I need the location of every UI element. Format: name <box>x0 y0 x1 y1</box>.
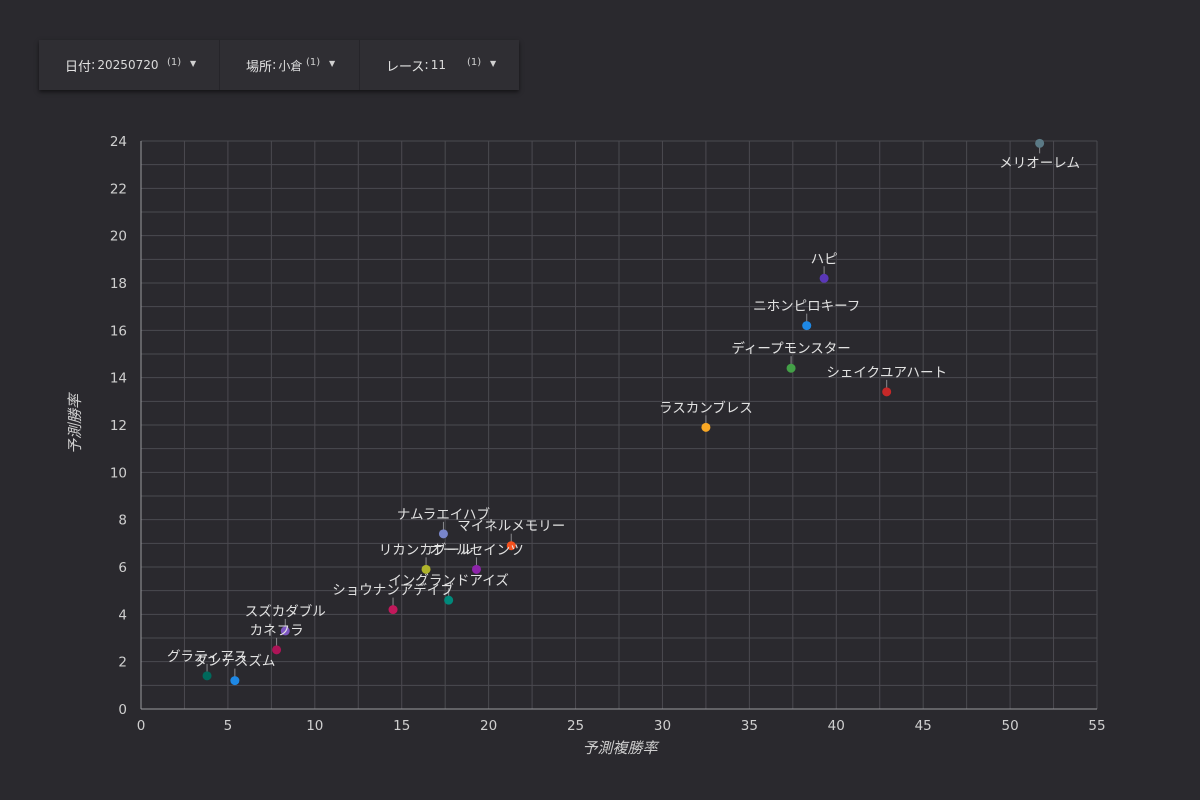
date-filter-count: (1) <box>167 57 182 68</box>
x-tick-label: 45 <box>915 718 932 734</box>
data-label: スズカダブル <box>245 603 326 620</box>
data-point <box>786 363 796 373</box>
venue-filter-value: 小倉 <box>278 58 303 73</box>
filter-bar: 日付: 20250720 (1) ▼ 場所: 小倉 (1) ▼ レース: 11 … <box>39 40 519 90</box>
data-label: ナムラエイハブ <box>397 506 491 523</box>
y-tick-label: 16 <box>110 323 127 339</box>
chevron-down-icon: ▼ <box>490 59 497 68</box>
race-filter-count: (1) <box>467 57 482 68</box>
date-filter-label: 日付 <box>65 59 92 75</box>
data-label: マイネルメモリー <box>457 519 565 535</box>
data-points <box>202 138 1045 686</box>
data-point <box>882 387 892 397</box>
grid <box>140 140 1098 710</box>
x-tick-label: 25 <box>567 718 584 734</box>
data-point <box>202 671 212 681</box>
x-axis-title: 予測複勝率 <box>582 739 659 757</box>
race-filter[interactable]: レース: 11 (1) ▼ <box>386 57 497 75</box>
y-tick-label: 6 <box>118 560 127 576</box>
venue-filter-count: (1) <box>306 57 321 68</box>
data-label: ディープモンスター <box>731 340 850 357</box>
venue-filter[interactable]: 場所: 小倉 (1) ▼ <box>220 40 360 90</box>
data-label: リカンカブール <box>379 541 474 558</box>
y-axis-title: 予測勝率 <box>66 392 84 454</box>
chevron-down-icon: ▼ <box>190 59 197 68</box>
data-point <box>701 422 711 432</box>
data-label: シェイクユアハート <box>826 365 947 381</box>
data-point <box>802 321 812 331</box>
y-tick-label: 8 <box>118 513 127 529</box>
race-filter-value: 11 <box>430 58 447 72</box>
x-tick-label: 55 <box>1088 718 1105 734</box>
data-point <box>272 645 282 655</box>
data-label: グラティアス <box>167 649 247 665</box>
y-tick-label: 10 <box>110 465 127 481</box>
x-tick-label: 15 <box>393 718 410 734</box>
data-point <box>421 564 431 574</box>
data-point <box>444 595 454 605</box>
data-point <box>438 529 448 539</box>
x-tick-label: 40 <box>828 718 845 734</box>
y-tick-label: 14 <box>110 371 127 387</box>
data-point <box>819 273 829 283</box>
data-label: メリオーレム <box>999 155 1080 171</box>
data-label: カネフラ <box>250 623 304 639</box>
x-tick-label: 10 <box>306 718 323 734</box>
data-label: オールセインツ <box>429 542 524 558</box>
y-tick-label: 0 <box>118 702 127 718</box>
tick-labels: 0 5 10 15 20 25 30 35 40 45 50 55024681012141618202… <box>110 134 1106 734</box>
data-label: ダンテスズム <box>194 654 275 670</box>
data-labels: メリオーレムハピニホンピロキーフディープモンスターシェイクユアハートラスカンブレ… <box>167 155 1080 669</box>
data-point <box>1035 138 1045 148</box>
y-tick-label: 18 <box>110 276 127 292</box>
data-point <box>471 564 481 574</box>
date-filter[interactable]: 日付: 20250720 (1) ▼ <box>39 40 220 90</box>
date-filter-value: 20250720 <box>97 58 159 72</box>
data-point <box>230 676 240 686</box>
x-tick-label: 50 <box>1001 718 1018 734</box>
chevron-down-icon: ▼ <box>329 59 336 68</box>
y-tick-label: 22 <box>110 181 127 197</box>
data-label: ハピ <box>811 251 838 267</box>
data-label: イングランドアイズ <box>388 573 508 589</box>
data-label: ニホンピロキーフ <box>753 299 860 315</box>
y-tick-label: 2 <box>118 655 127 671</box>
data-point <box>280 626 290 636</box>
y-tick-label: 4 <box>118 607 127 623</box>
x-tick-label: 30 <box>654 718 671 734</box>
x-tick-label: 0 <box>137 718 146 734</box>
venue-filter-label: 場所 <box>246 59 273 75</box>
data-label: ショウナンアデイブ <box>332 582 454 599</box>
data-point <box>506 541 516 551</box>
y-tick-label: 20 <box>110 229 127 245</box>
x-tick-label: 35 <box>741 718 758 734</box>
x-tick-label: 20 <box>480 718 497 734</box>
axes <box>140 141 1097 710</box>
x-tick-label: 5 <box>224 718 233 734</box>
data-point <box>388 605 398 615</box>
y-tick-label: 12 <box>110 418 127 434</box>
y-tick-label: 24 <box>110 134 127 150</box>
data-label: ラスカンブレス <box>659 399 753 416</box>
race-filter-label: レース <box>386 59 425 75</box>
